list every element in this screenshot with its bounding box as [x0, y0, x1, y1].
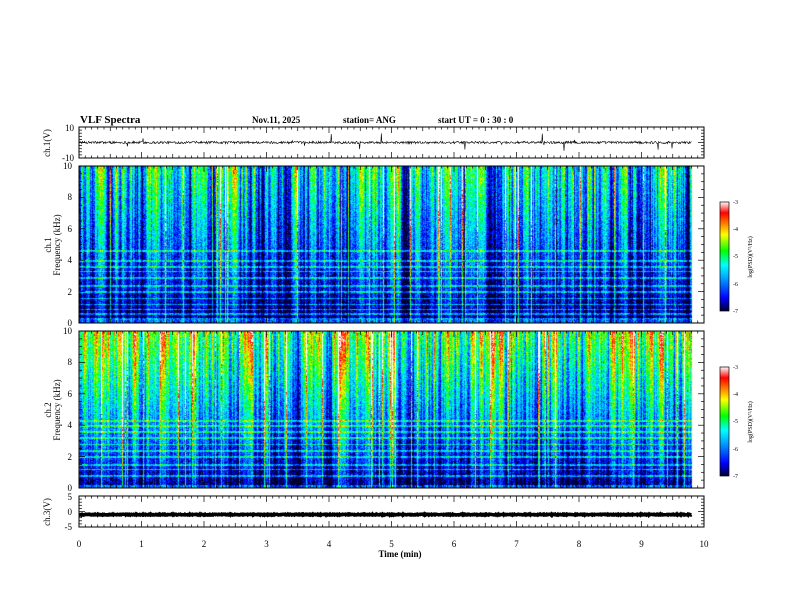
- ch2-cb-tick-m3: -3: [733, 365, 738, 371]
- time-tick-4: 4: [327, 539, 332, 549]
- figure-title: VLF Spectra: [80, 114, 141, 126]
- ch1-cb-tick-m7: -7: [733, 309, 738, 315]
- ch1-waveform-trace: [78, 133, 692, 151]
- ch2-freq-tick-4: 4: [68, 420, 73, 430]
- ch2-cb-tick-m7: -7: [733, 474, 738, 480]
- ch1-colorbar-label: log(PSD)(V²/Hz): [747, 236, 754, 277]
- ch1-freq-tick-10: 10: [63, 161, 73, 171]
- ch3-ytick-top: 5: [68, 492, 73, 502]
- time-tick-2: 2: [202, 539, 207, 549]
- ch3-ytick-bottom: -5: [65, 522, 73, 532]
- ch1-freq-tick-6: 6: [68, 224, 73, 234]
- ch2-freq-tick-10: 10: [63, 326, 73, 336]
- ch2-colorbar-scale: [719, 366, 730, 477]
- ch2-frequency-axis-label: Frequency (kHz): [52, 379, 62, 440]
- ch1-cb-tick-m6: -6: [733, 282, 738, 288]
- ch1-colorbar: -3 -4 -5 -6 -7 log(PSD)(V²/Hz): [719, 200, 754, 315]
- ch1-colorbar-scale: [719, 201, 730, 312]
- waveform-line: [78, 511, 693, 519]
- ch2-colorbar-label: log(PSD)(V²/Hz): [747, 401, 754, 442]
- ch1-spectrogram-image: [79, 166, 704, 323]
- ch2-freq-tick-8: 8: [68, 357, 73, 367]
- ch1-freq-tick-8: 8: [68, 192, 73, 202]
- ch2-cb-tick-m4: -4: [733, 392, 738, 398]
- ch3-waveform-trace: [78, 511, 693, 519]
- ch3-ylabel: ch.3(V): [42, 498, 52, 526]
- ch1-ylabel: ch.1(V): [42, 129, 52, 157]
- time-tick-6: 6: [452, 539, 457, 549]
- waveform-line: [78, 133, 692, 151]
- time-tick-8: 8: [577, 539, 582, 549]
- time-tick-1: 1: [139, 539, 144, 549]
- ch2-colorbar: -3 -4 -5 -6 -7 log(PSD)(V²/Hz): [719, 365, 754, 480]
- ch1-spectrogram-channel-label: ch.1: [43, 237, 53, 252]
- ch2-spectrogram-panel: 10 8 6 4 2 0 ch.2 Frequency (kHz): [43, 326, 705, 493]
- station-label: station= ANG: [343, 115, 396, 125]
- time-tick-10: 10: [700, 539, 710, 549]
- ch1-frequency-tick-labels: 10 8 6 4 2 0: [63, 161, 73, 328]
- ch2-freq-tick-2: 2: [68, 452, 73, 462]
- time-tick-0: 0: [77, 539, 82, 549]
- time-tick-7: 7: [514, 539, 519, 549]
- ch2-cb-tick-m5: -5: [733, 419, 738, 425]
- date-label: Nov.11, 2025: [252, 115, 301, 125]
- time-axis-tick-labels: 0 1 2 3 4 5 6 7 8 9 10: [77, 539, 709, 549]
- time-axis-label: Time (min): [378, 549, 421, 559]
- ch1-spectrogram-panel: 10 8 6 4 2 0 ch.1 Frequency (kHz): [43, 161, 705, 328]
- ch1-cb-tick-m3: -3: [733, 200, 738, 206]
- ch1-freq-tick-2: 2: [68, 287, 73, 297]
- ch2-cb-tick-m6: -6: [733, 447, 738, 453]
- time-tick-9: 9: [639, 539, 644, 549]
- ch1-freq-tick-4: 4: [68, 255, 73, 265]
- ch2-freq-tick-0: 0: [68, 483, 73, 493]
- ch2-spectrogram-image: [79, 331, 704, 488]
- ch1-cb-tick-m5: -5: [733, 254, 738, 260]
- ch1-waveform-panel: 10 -10 ch.1(V): [42, 123, 705, 163]
- ch1-ytick-bottom: -10: [62, 153, 74, 163]
- ch1-cb-tick-m4: -4: [733, 227, 738, 233]
- ch1-ytick-top: 10: [65, 123, 75, 133]
- ch1-frequency-axis-label: Frequency (kHz): [52, 214, 62, 275]
- ch3-waveform-panel: 5 0 -5 ch.3(V): [42, 492, 705, 532]
- ch1-waveform-ticks: [78, 126, 705, 159]
- time-tick-5: 5: [389, 539, 394, 549]
- ch1-freq-tick-0: 0: [68, 318, 73, 328]
- time-tick-3: 3: [264, 539, 269, 549]
- ch3-ytick-mid: 0: [68, 507, 73, 517]
- ch2-spectrogram-channel-label: ch.2: [43, 402, 53, 417]
- start-time-label: start UT = 0 : 30 : 0: [438, 115, 514, 125]
- ch2-frequency-tick-labels: 10 8 6 4 2 0: [63, 326, 73, 493]
- ch1-spectrogram-ticks: [78, 165, 705, 324]
- ch2-spectrogram-ticks: [78, 330, 705, 489]
- ch3-waveform-ticks: [78, 495, 705, 528]
- ch2-freq-tick-6: 6: [68, 389, 73, 399]
